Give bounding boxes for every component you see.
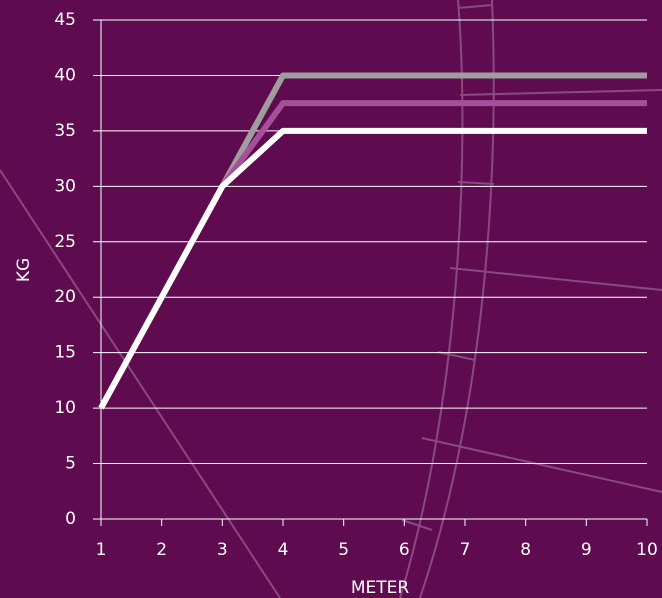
x-tick-label: 9: [581, 540, 592, 560]
x-tick-label: 2: [156, 540, 167, 560]
x-tick-label: 10: [636, 540, 658, 560]
x-axis-label: METER: [351, 578, 410, 598]
x-tick-label: 7: [460, 540, 471, 560]
x-tick-label: 1: [96, 540, 107, 560]
x-tick-label: 8: [520, 540, 531, 560]
x-tick-label: 4: [278, 540, 289, 560]
x-tick-label: 3: [217, 540, 228, 560]
y-tick-label: 15: [54, 343, 76, 363]
y-tick-label: 10: [54, 398, 76, 418]
y-tick-label: 45: [54, 10, 76, 30]
y-tick-label: 5: [65, 454, 76, 474]
x-tick-label: 5: [338, 540, 349, 560]
series-line: [98, 127, 647, 410]
x-tick-label: 6: [399, 540, 410, 560]
y-tick-label: 20: [54, 287, 76, 307]
y-tick-label: 35: [54, 121, 76, 141]
y-tick-label: 0: [65, 509, 76, 529]
y-axis-label: KG: [14, 258, 34, 282]
y-tick-label: 25: [54, 232, 76, 252]
y-tick-label: 30: [54, 176, 76, 196]
y-tick-label: 40: [54, 65, 76, 85]
